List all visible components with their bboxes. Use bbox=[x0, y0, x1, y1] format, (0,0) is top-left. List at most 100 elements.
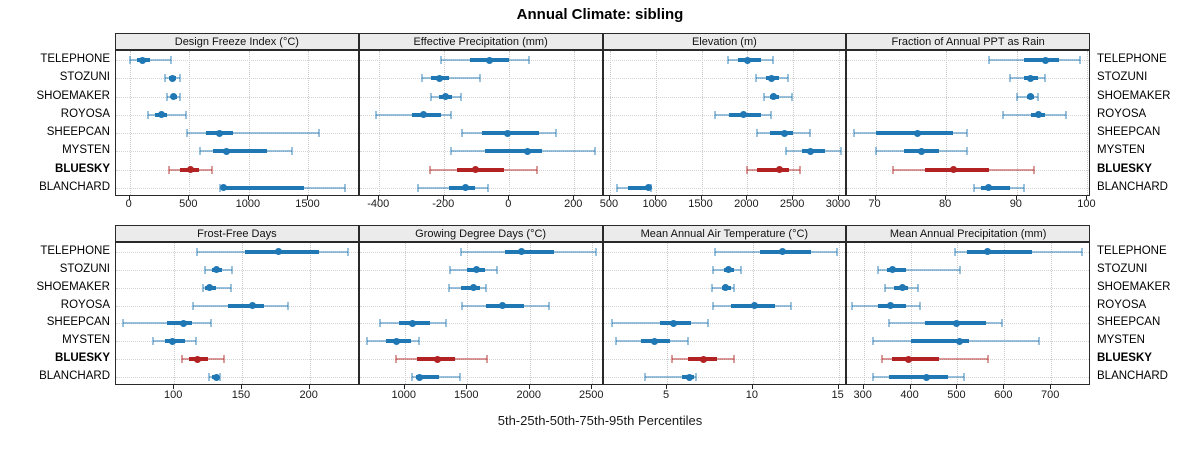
median-dot bbox=[498, 302, 506, 310]
whisker-cap bbox=[219, 373, 222, 382]
gridline bbox=[946, 51, 948, 195]
whisker-cap bbox=[784, 147, 787, 156]
whisker-cap bbox=[746, 165, 749, 174]
interquartile-bar bbox=[228, 303, 264, 308]
gridline bbox=[404, 243, 406, 384]
station-label-left-bluesky: BLUESKY bbox=[55, 162, 110, 175]
whisker-cap bbox=[128, 56, 131, 65]
median-dot bbox=[470, 284, 477, 292]
whisker-cap bbox=[428, 165, 431, 174]
percentile-whisker bbox=[186, 132, 320, 135]
gridline bbox=[116, 269, 358, 271]
whisker-cap bbox=[179, 92, 182, 101]
whisker-cap bbox=[121, 319, 124, 328]
whisker-cap bbox=[872, 337, 875, 346]
gridline bbox=[847, 287, 1089, 289]
median-dot bbox=[212, 373, 220, 381]
axis-tick-label: 10 bbox=[745, 389, 758, 401]
whisker-cap bbox=[732, 283, 735, 292]
percentile-whisker bbox=[147, 113, 186, 116]
whisker-cap bbox=[872, 373, 875, 382]
gridline bbox=[747, 51, 749, 195]
median-dot bbox=[952, 319, 960, 327]
whisker-cap bbox=[460, 247, 462, 256]
gridline bbox=[379, 51, 381, 195]
gridline bbox=[116, 96, 358, 98]
gridline bbox=[116, 60, 358, 62]
axis-tick-label: 100 bbox=[164, 389, 183, 401]
median-dot bbox=[886, 302, 894, 310]
median-dot bbox=[435, 74, 443, 82]
whisker-cap bbox=[230, 283, 233, 292]
axis-tick bbox=[700, 196, 702, 200]
axis-tick-label: 3000 bbox=[825, 198, 851, 210]
whisker-cap bbox=[223, 355, 226, 364]
median-dot bbox=[523, 147, 531, 155]
percentile-whisker bbox=[644, 376, 697, 379]
axis-tick bbox=[956, 385, 958, 389]
gridline bbox=[359, 341, 602, 343]
whisker-cap bbox=[170, 56, 173, 65]
panel-plot bbox=[115, 50, 359, 196]
gridline bbox=[1016, 51, 1018, 195]
median-dot bbox=[408, 319, 416, 327]
whisker-cap bbox=[727, 56, 730, 65]
gridline bbox=[248, 51, 250, 195]
whisker-cap bbox=[986, 355, 989, 364]
gridline bbox=[359, 359, 602, 361]
axis-tick bbox=[862, 385, 864, 389]
percentile-whisker bbox=[877, 268, 960, 271]
whisker-cap bbox=[762, 92, 765, 101]
gridline bbox=[116, 114, 358, 116]
whisker-cap bbox=[616, 183, 619, 192]
gridline bbox=[839, 51, 840, 195]
axis-tick-label: 70 bbox=[868, 198, 881, 210]
whisker-cap bbox=[835, 247, 838, 256]
whisker-cap bbox=[643, 373, 646, 382]
whisker-cap bbox=[918, 301, 921, 310]
whisker-cap bbox=[447, 283, 450, 292]
median-dot bbox=[775, 166, 783, 174]
axis-tick-label: 2000 bbox=[734, 198, 759, 210]
station-label-right-telephone: TELEPHONE bbox=[1097, 244, 1167, 257]
gridline bbox=[309, 243, 311, 384]
gridline bbox=[1004, 243, 1006, 384]
gridline bbox=[847, 151, 1089, 153]
axis-tick-label: 500 bbox=[599, 198, 619, 210]
whisker-cap bbox=[732, 355, 735, 364]
median-dot bbox=[486, 56, 494, 64]
whisker-cap bbox=[286, 301, 289, 310]
panel-plot bbox=[846, 50, 1090, 196]
median-dot bbox=[416, 373, 424, 381]
gridline bbox=[603, 133, 846, 135]
axis-tick bbox=[1086, 196, 1088, 200]
panel-plot bbox=[358, 242, 603, 385]
median-dot bbox=[984, 248, 992, 256]
station-label-right-shoemaker: SHOEMAKER bbox=[1097, 89, 1171, 102]
axis-tick bbox=[591, 385, 593, 389]
whisker-cap bbox=[417, 337, 420, 346]
median-dot bbox=[949, 166, 957, 174]
whisker-cap bbox=[487, 183, 490, 192]
median-dot bbox=[670, 319, 678, 327]
axis-tick bbox=[1003, 385, 1005, 389]
station-label-right-telephone: TELEPHONE bbox=[1097, 53, 1167, 66]
axis-tick-label: 0 bbox=[125, 198, 132, 210]
whisker-cap bbox=[772, 56, 775, 65]
median-dot bbox=[169, 337, 177, 345]
interquartile-bar bbox=[1023, 58, 1060, 63]
whisker-cap bbox=[1044, 74, 1047, 83]
whisker-cap bbox=[1008, 74, 1011, 83]
whisker-cap bbox=[168, 165, 171, 174]
whisker-cap bbox=[208, 373, 211, 382]
gridline bbox=[359, 151, 602, 153]
interquartile-bar bbox=[924, 167, 989, 172]
axis-tick bbox=[874, 196, 876, 200]
axis-tick bbox=[838, 196, 839, 200]
axis-tick-label: 15 bbox=[831, 389, 844, 401]
gridline bbox=[603, 96, 846, 98]
station-label-left-shoemaker: SHOEMAKER bbox=[36, 280, 111, 293]
whisker-cap bbox=[459, 92, 462, 101]
whisker-cap bbox=[219, 183, 222, 192]
axis-tick-label: 1500 bbox=[688, 198, 713, 210]
